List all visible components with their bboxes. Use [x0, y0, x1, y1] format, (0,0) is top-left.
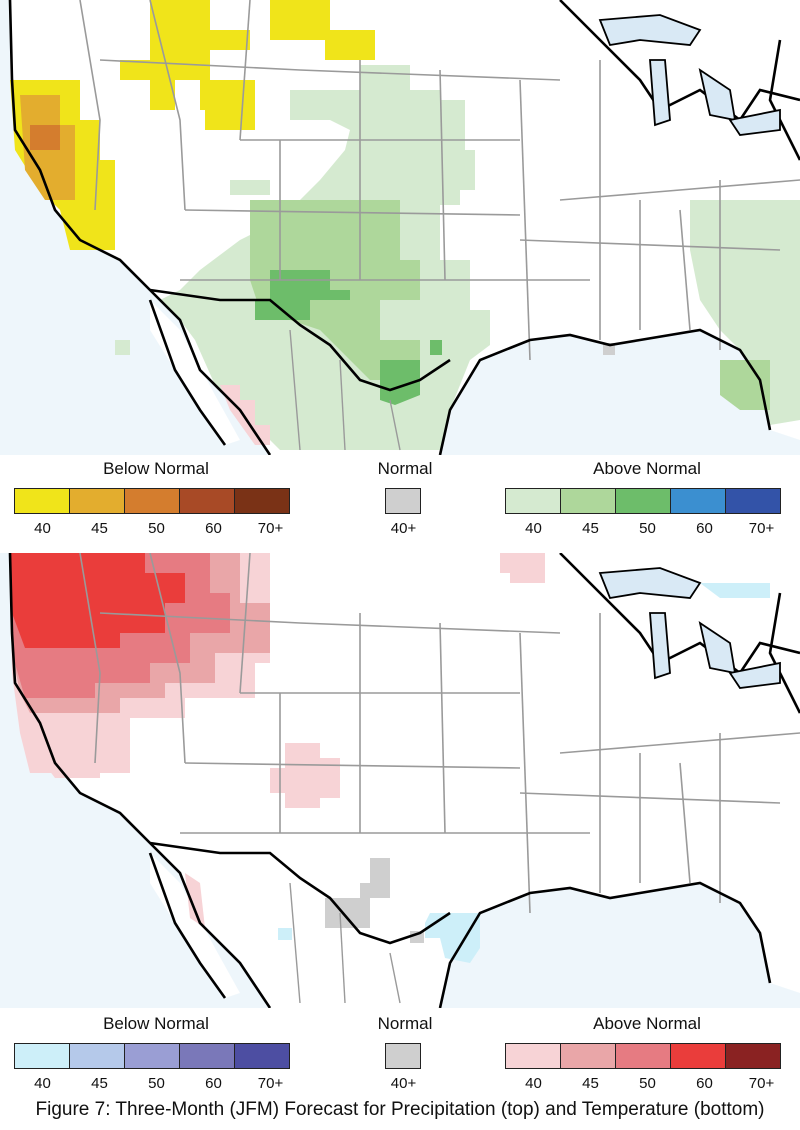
- below-normal-labels: 40 45 50 60 70+: [14, 1075, 299, 1092]
- baja-land: [150, 300, 240, 445]
- state-borders: [79, 0, 800, 361]
- label-above-70: 70+: [748, 520, 775, 537]
- swatch-above-40: [505, 488, 561, 514]
- above-normal-labels: 40 45 50 60 70+: [505, 1075, 790, 1092]
- normal-swatch-wrap: [385, 1043, 421, 1069]
- label-below-60: 60: [205, 520, 222, 537]
- swatch-below-60: [179, 488, 235, 514]
- swatch-above-50: [615, 1043, 671, 1069]
- above-normal-swatches: [505, 488, 781, 514]
- label-below-70: 70+: [257, 1075, 284, 1092]
- baja-land: [150, 853, 240, 998]
- label-below-45: 45: [91, 1075, 108, 1092]
- below-normal-swatches: [14, 1043, 290, 1069]
- label-below-40: 40: [34, 520, 51, 537]
- above-normal-temp-region: [10, 553, 545, 928]
- temperature-legend: Below Normal 40 45 50 60 70+ Normal 40+ …: [0, 1010, 800, 1100]
- below-normal-temp-region: [278, 583, 770, 963]
- temperature-map: [0, 553, 800, 1008]
- label-below-50: 50: [148, 520, 165, 537]
- swatch-normal: [385, 1043, 421, 1069]
- precipitation-legend: Below Normal 40 45 50 60 70+ Normal 40+ …: [0, 455, 800, 545]
- below-normal-title: Below Normal: [103, 459, 209, 478]
- normal-swatch-wrap: [385, 488, 421, 514]
- pink-patch: [220, 385, 270, 445]
- label-below-50: 50: [148, 1075, 165, 1092]
- above-normal-title: Above Normal: [593, 1014, 701, 1033]
- label-below-45: 45: [91, 520, 108, 537]
- swatch-above-60: [670, 488, 726, 514]
- swatch-below-70: [234, 1043, 290, 1069]
- above-normal-labels: 40 45 50 60 70+: [505, 520, 790, 537]
- swatch-below-45: [69, 1043, 125, 1069]
- mexico-borders: [289, 329, 401, 451]
- label-above-70: 70+: [748, 1075, 775, 1092]
- swatch-above-45: [560, 1043, 616, 1069]
- swatch-below-70: [234, 488, 290, 514]
- label-normal-40: 40+: [390, 1075, 417, 1092]
- label-above-45: 45: [582, 1075, 599, 1092]
- swatch-below-50: [124, 1043, 180, 1069]
- label-above-50: 50: [639, 520, 656, 537]
- below-normal-title: Below Normal: [103, 1014, 209, 1033]
- swatch-below-60: [179, 1043, 235, 1069]
- label-above-45: 45: [582, 520, 599, 537]
- normal-labels: 40+: [375, 520, 432, 537]
- state-borders: [79, 553, 800, 914]
- swatch-above-50: [615, 488, 671, 514]
- label-below-40: 40: [34, 1075, 51, 1092]
- great-lakes: [598, 567, 781, 689]
- label-above-60: 60: [696, 520, 713, 537]
- below-normal-labels: 40 45 50 60 70+: [14, 520, 299, 537]
- above-normal-title: Above Normal: [593, 459, 701, 478]
- label-above-50: 50: [639, 1075, 656, 1092]
- swatch-below-50: [124, 488, 180, 514]
- swatch-above-40: [505, 1043, 561, 1069]
- label-above-60: 60: [696, 1075, 713, 1092]
- great-lakes: [598, 14, 781, 136]
- above-normal-precip-region: [115, 65, 800, 450]
- normal-labels: 40+: [375, 1075, 432, 1092]
- label-above-40: 40: [525, 520, 542, 537]
- normal-cell: [603, 343, 615, 355]
- figure-caption: Figure 7: Three-Month (JFM) Forecast for…: [35, 1099, 765, 1120]
- swatch-normal: [385, 488, 421, 514]
- swatch-above-70: [725, 488, 781, 514]
- label-above-40: 40: [525, 1075, 542, 1092]
- swatch-below-40: [14, 488, 70, 514]
- above-normal-swatches: [505, 1043, 781, 1069]
- swatch-below-45: [69, 488, 125, 514]
- coastlines: [8, 0, 800, 455]
- label-normal-40: 40+: [390, 520, 417, 537]
- normal-title: Normal: [377, 1014, 433, 1033]
- label-below-70: 70+: [257, 520, 284, 537]
- swatch-above-45: [560, 488, 616, 514]
- swatch-above-60: [670, 1043, 726, 1069]
- label-below-60: 60: [205, 1075, 222, 1092]
- swatch-below-40: [14, 1043, 70, 1069]
- normal-title: Normal: [377, 459, 433, 478]
- precipitation-map: [0, 0, 800, 455]
- below-normal-precip-region: [10, 0, 375, 250]
- below-normal-swatches: [14, 488, 290, 514]
- mexico-borders: [289, 882, 401, 1004]
- coastlines: [8, 553, 800, 1008]
- swatch-above-70: [725, 1043, 781, 1069]
